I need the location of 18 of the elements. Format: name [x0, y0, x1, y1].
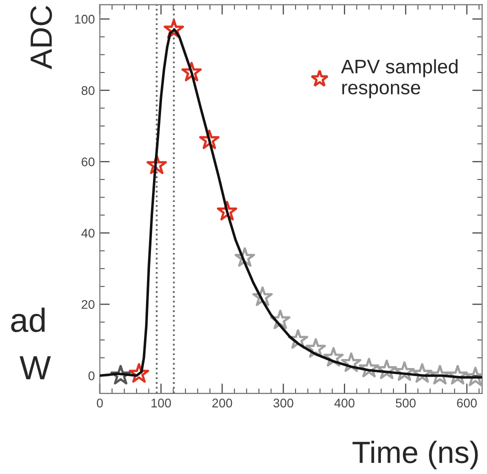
y-tick-label: 80 [82, 86, 94, 95]
text: ad [11, 308, 45, 332]
x-tick-label: 600 [457, 398, 477, 408]
x-tick-label: 300 [273, 398, 294, 408]
x-tick-label: 400 [334, 398, 354, 408]
x-tick-label: 500 [396, 398, 416, 408]
legend-label: APV sampled response [341, 59, 458, 98]
y-tick-label: 100 [75, 14, 94, 24]
y-axis-title: ADC [30, 6, 52, 70]
x-axis-title: Time (ns) [352, 440, 478, 470]
x-tick-label: 200 [212, 398, 232, 408]
text: W [20, 356, 51, 380]
x-tick-label: 0 [96, 398, 103, 408]
y-tick-label: 60 [82, 157, 94, 166]
y-tick-label: 20 [82, 300, 94, 309]
y-tick-label: 40 [81, 228, 94, 238]
y-tick-label: 0 [88, 371, 94, 380]
x-tick-label: 100 [152, 398, 171, 408]
